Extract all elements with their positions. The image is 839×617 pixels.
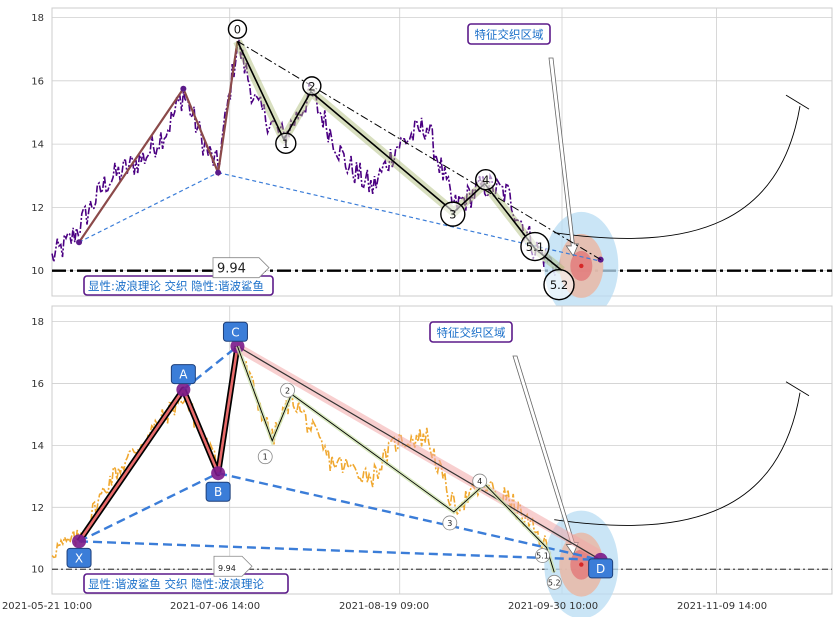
harmonic-point-box <box>222 321 248 342</box>
y-tick-label: 12 <box>31 203 44 214</box>
support-tag <box>213 555 253 577</box>
harmonic-point-label: B <box>214 485 222 499</box>
harmonic-dashed-connector <box>79 540 601 562</box>
wave-point-label: 4 <box>482 173 489 187</box>
harmonic-node <box>180 85 187 92</box>
harmonic-node <box>176 382 191 397</box>
plot-area <box>51 7 833 297</box>
wave-point-label: 2 <box>308 79 315 93</box>
x-tick-label: 2021-09-30 10:00 <box>508 601 598 612</box>
wave-point-marker <box>472 473 488 489</box>
y-tick-label: 12 <box>31 503 44 514</box>
wave-point-label: 0 <box>234 23 241 37</box>
harmonic-dashed-xb <box>78 172 219 243</box>
price-line <box>51 344 555 573</box>
harmonic-point-label: A <box>179 368 188 382</box>
wave-point-marker <box>442 515 458 531</box>
wave-point-label: 1 <box>282 137 289 151</box>
x-tick-label: 2021-07-06 14:00 <box>170 601 260 612</box>
projection-arc <box>554 106 801 239</box>
zone-arrow <box>548 57 579 257</box>
harmonic-point-label: X <box>75 551 83 565</box>
zone-label-box <box>429 321 513 343</box>
wave-trendline <box>237 40 601 261</box>
wave-point-marker <box>535 548 550 563</box>
zone-center <box>579 562 584 567</box>
y-tick-label: 10 <box>31 266 44 277</box>
zone-center <box>579 263 584 269</box>
wave-line <box>237 346 555 573</box>
y-tick-label: 10 <box>31 565 44 576</box>
harmonic-point-box <box>66 547 92 568</box>
projection-arc-cap <box>785 381 810 397</box>
y-tick-label: 16 <box>31 379 44 390</box>
wave-point-label: 3 <box>447 519 452 528</box>
y-tick-label: 14 <box>31 441 44 452</box>
projection-arc-cap <box>785 94 810 110</box>
wave-point-label: 4 <box>477 477 482 486</box>
wave-point-label: 1 <box>263 453 268 462</box>
y-tick-label: 18 <box>31 13 44 24</box>
harmonic-node <box>215 169 222 176</box>
zone-label-text: 特征交织区域 <box>475 28 544 42</box>
y-tick-label: 14 <box>31 140 44 151</box>
harmonic-dashed-connector <box>182 345 239 391</box>
wave-point-marker <box>302 76 322 96</box>
info-label-text: 显性:谐波鲨鱼 交织 隐性:波浪理论 <box>88 577 265 591</box>
wave-point-label: 5.2 <box>548 578 561 587</box>
wave-point-label: 2 <box>285 386 290 395</box>
harmonic-dashed-connector <box>217 472 601 562</box>
wave-point-marker <box>280 382 295 398</box>
x-tick-label: 2021-08-19 09:00 <box>339 601 429 612</box>
wave-point-marker <box>257 449 273 465</box>
harmonic-node <box>76 239 83 246</box>
wave-point-label: 5.1 <box>536 552 549 561</box>
plot-area <box>51 305 833 595</box>
zone-label-box <box>467 23 551 45</box>
wave-point-label: 3 <box>449 208 456 222</box>
wave-point-marker <box>275 132 297 155</box>
projection-arc <box>554 392 801 526</box>
wave-point-marker <box>440 201 466 227</box>
harmonic-leg-cd <box>237 345 601 561</box>
support-tag <box>212 257 270 279</box>
x-tick-label: 2021-05-21 10:00 <box>2 601 92 612</box>
wave-point-marker <box>227 19 248 39</box>
wave-point-label: 5.2 <box>550 278 568 292</box>
x-axis: 2021-05-21 10:00 2021-07-06 14:00 2021-08-… <box>2 601 767 612</box>
harmonic-point-box <box>170 364 196 385</box>
harmonic-leg-line <box>77 346 239 543</box>
wave-point-marker <box>546 574 562 590</box>
harmonic-point-label: C <box>231 325 239 339</box>
harmonic-node <box>211 466 226 481</box>
harmonic-dashed-connector <box>78 472 219 543</box>
info-label-text: 显性:波浪理论 交织 隐性:谐波鲨鱼 <box>88 279 264 293</box>
x-tick-label: 2021-11-09 14:00 <box>677 601 767 612</box>
wave-point-label: 5.1 <box>526 240 544 254</box>
y-tick-label: 18 <box>31 317 44 328</box>
y-tick-label: 16 <box>31 76 44 87</box>
harmonic-point-label: D <box>596 562 605 576</box>
info-label-box <box>83 275 274 296</box>
wave-point-marker <box>543 268 575 301</box>
harmonic-leg-line <box>78 41 239 243</box>
harmonic-node <box>72 534 87 549</box>
support-tag-text: 9.94 <box>217 262 246 277</box>
zone-arrow <box>512 355 579 556</box>
support-tag-text: 9.94 <box>218 564 236 573</box>
info-label-box <box>83 573 289 594</box>
wave-point-marker <box>475 168 497 191</box>
harmonic-dashed-bd <box>218 171 601 262</box>
zone-label-text: 特征交织区域 <box>437 326 506 340</box>
harmonic-point-box <box>588 558 614 579</box>
harmonic-point-box <box>205 481 231 502</box>
wave-point-marker <box>520 231 550 262</box>
